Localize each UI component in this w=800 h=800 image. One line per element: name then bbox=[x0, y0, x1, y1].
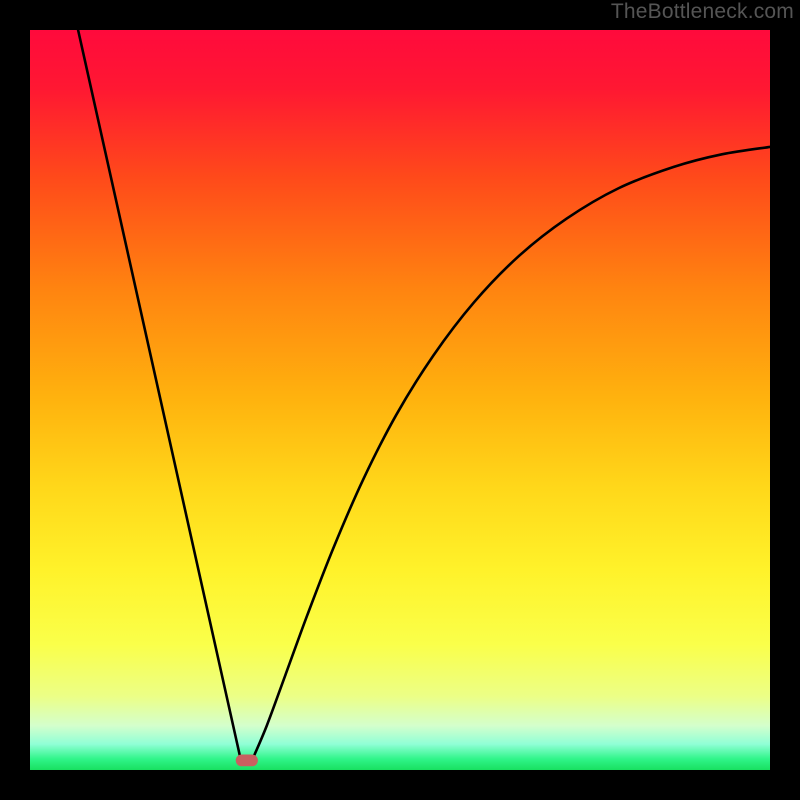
chart-root: TheBottleneck.com bbox=[0, 0, 800, 800]
optimal-marker bbox=[236, 754, 258, 766]
watermark-text: TheBottleneck.com bbox=[611, 0, 794, 24]
bottleneck-chart bbox=[0, 0, 800, 800]
plot-background bbox=[30, 30, 770, 770]
